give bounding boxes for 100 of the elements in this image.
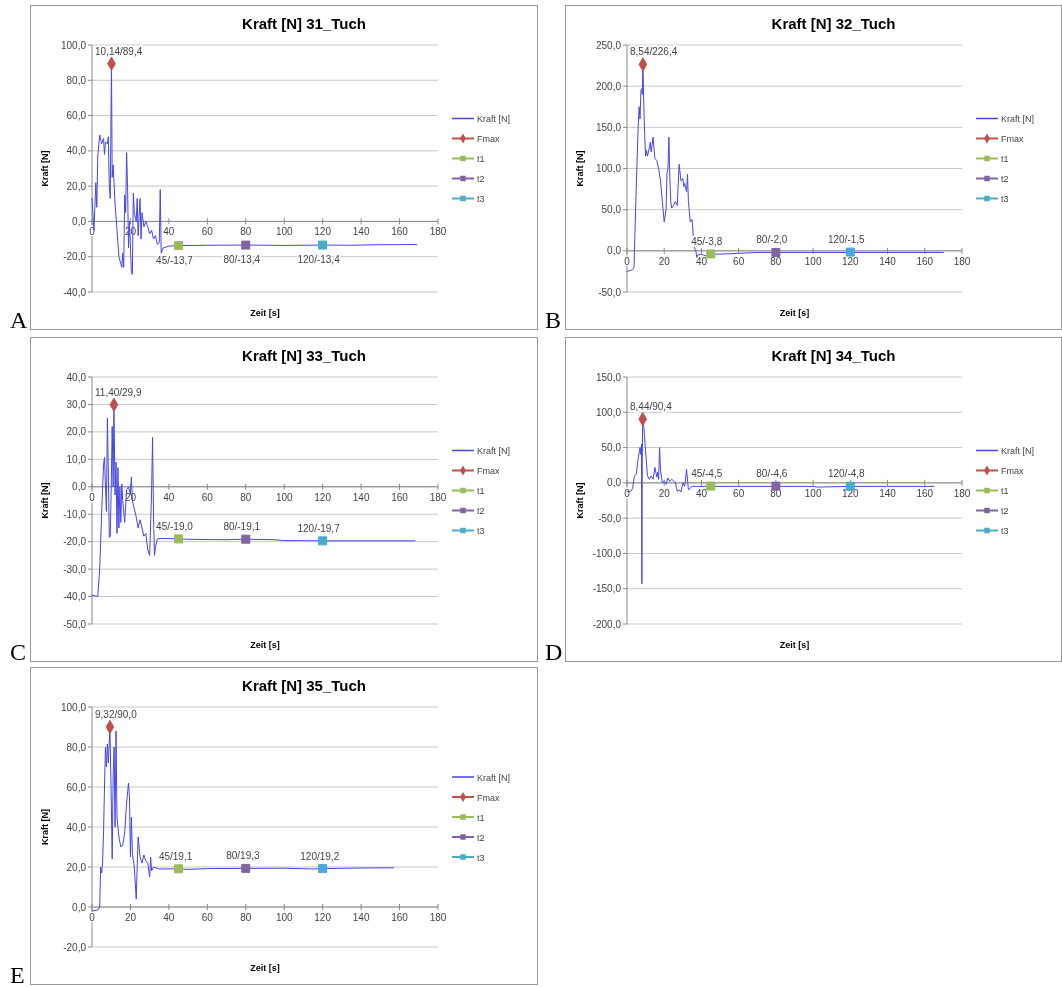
legend-label: Fmax: [477, 134, 500, 144]
legend-label: Fmax: [477, 466, 500, 476]
x-tick-label: 40: [163, 491, 175, 503]
text: E: [10, 962, 25, 987]
y-tick-label: -20,0: [63, 941, 87, 953]
data-label: 80/-4,6: [756, 468, 788, 480]
legend-label: t2: [477, 832, 485, 843]
legend-label: t2: [477, 174, 485, 184]
x-tick-label: 0: [624, 487, 631, 499]
legend-label: t3: [477, 194, 485, 204]
point: [318, 240, 328, 250]
y-tick-label: 250,0: [595, 39, 622, 51]
chart-title: Kraft [N] 32_Tuch: [771, 15, 896, 32]
y-tick-label: -40,0: [63, 591, 87, 603]
x-tick-label: 180: [429, 912, 447, 923]
y-tick-label: 0,0: [72, 215, 87, 227]
y-tick-label: 80,0: [66, 74, 87, 86]
x-tick-label: 80: [770, 255, 782, 267]
y-tick-label: 100,0: [60, 701, 87, 713]
x-tick-label: 0: [624, 255, 631, 267]
y-tick-label: 20,0: [66, 861, 87, 873]
x-tick-label: 160: [916, 255, 934, 267]
data-label: 120/-1,5: [827, 234, 866, 246]
x-axis-title: Zeit [s]: [779, 640, 810, 650]
x-tick-label: 80: [240, 912, 252, 923]
x-tick-label: 60: [733, 487, 745, 499]
x-axis-title: Zeit [s]: [779, 308, 810, 318]
data-label: 8,54/226,4: [630, 46, 678, 58]
legend-label: t3: [477, 852, 485, 863]
y-axis-title: Kraft [N]: [575, 482, 585, 519]
point: [706, 481, 716, 491]
data-label: 120/19,2: [300, 850, 340, 862]
y-axis-title: Kraft [N]: [40, 150, 50, 187]
y-tick-label: 50,0: [601, 442, 622, 454]
data-label: 120/-4,8: [827, 468, 866, 480]
legend-label: Kraft [N]: [1001, 114, 1035, 124]
y-tick-label: 0,0: [72, 481, 87, 493]
x-tick-label: 140: [352, 226, 370, 238]
data-label: 120/-13,4: [297, 254, 341, 266]
point: [174, 241, 183, 251]
data-label: 45/-4,5: [691, 468, 723, 480]
x-tick-label: 40: [163, 226, 175, 238]
legend-label: t1: [1001, 154, 1009, 164]
data-label: 45/-19,0: [156, 520, 194, 532]
legend-label: t2: [1001, 506, 1009, 516]
x-tick-label: 180: [953, 255, 971, 267]
x-axis-title: Zeit [s]: [250, 308, 280, 318]
y-tick-label: 60,0: [66, 781, 87, 793]
data-label: 11,40/29,9: [95, 386, 142, 398]
y-axis-title: Kraft [N]: [575, 150, 585, 187]
data-label: 80/-19,1: [223, 521, 261, 533]
y-tick-label: -100,0: [592, 547, 622, 559]
x-axis-title: Zeit [s]: [250, 640, 280, 650]
legend-label: Kraft [N]: [477, 114, 511, 124]
x-tick-label: 60: [201, 912, 214, 923]
y-tick-label: -150,0: [592, 583, 622, 595]
legend-label: Fmax: [477, 792, 500, 803]
x-tick-label: 80: [240, 226, 252, 238]
y-tick-label: 0,0: [607, 245, 622, 257]
chart-title: Kraft [N] 31_Tuch: [242, 15, 366, 32]
legend-label: Kraft [N]: [477, 446, 511, 456]
chart-title: Kraft [N] 33_Tuch: [242, 347, 366, 364]
y-tick-label: -200,0: [592, 618, 622, 630]
x-tick-label: 40: [695, 255, 708, 267]
point: [318, 536, 328, 546]
y-tick-label: 50,0: [601, 204, 622, 216]
x-tick-label: 140: [352, 491, 370, 503]
legend-label: Fmax: [1001, 134, 1024, 144]
y-tick-label: 40,0: [66, 371, 87, 383]
legend-label: Kraft [N]: [1001, 446, 1035, 456]
x-tick-label: 140: [879, 487, 897, 499]
data-label: 80/-2,0: [756, 234, 788, 246]
text: D: [545, 639, 563, 665]
point: [174, 534, 183, 544]
y-tick-label: 100,0: [595, 163, 622, 174]
point: [241, 534, 251, 544]
x-tick-label: 80: [240, 491, 252, 503]
y-tick-label: 10,0: [66, 453, 87, 465]
y-tick-label: -20,0: [63, 536, 87, 548]
point: [241, 863, 251, 873]
y-tick-label: -50,0: [598, 286, 622, 298]
text: A: [10, 307, 28, 333]
x-tick-label: 120: [314, 226, 332, 238]
y-axis-title: Kraft [N]: [40, 809, 50, 845]
legend-label: t1: [477, 812, 485, 823]
data-label: 45/-13,7: [156, 254, 194, 266]
x-tick-label: 100: [275, 491, 293, 503]
x-tick-label: 160: [391, 226, 409, 238]
x-tick-label: 140: [352, 912, 370, 923]
x-tick-label: 120: [314, 912, 332, 923]
legend-label: t3: [1001, 526, 1009, 536]
legend-label: Kraft [N]: [477, 772, 511, 783]
x-tick-label: 180: [953, 487, 971, 499]
y-tick-label: -20,0: [63, 251, 87, 263]
point: [318, 864, 328, 874]
y-tick-label: -30,0: [63, 563, 87, 575]
x-tick-label: 140: [879, 255, 897, 267]
x-tick-label: 180: [429, 491, 447, 503]
x-tick-label: 60: [733, 255, 745, 267]
data-label: 120/-19,7: [297, 522, 341, 534]
